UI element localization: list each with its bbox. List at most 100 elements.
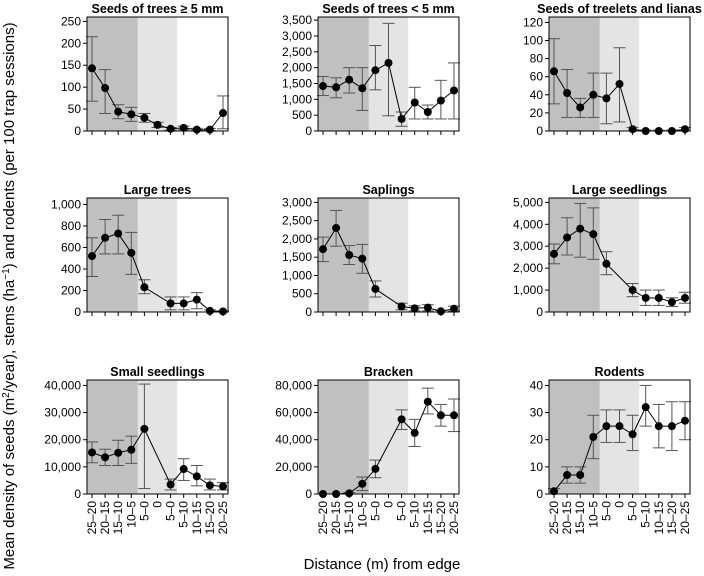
x-tick-label: 20–15: [329, 501, 343, 535]
y-tick-label: 20: [530, 433, 544, 447]
y-tick-label: 0: [305, 305, 312, 319]
y-tick-label: 2,500: [282, 214, 312, 228]
y-tick-label: 50: [68, 102, 82, 116]
data-point: [114, 107, 123, 116]
data-point: [628, 430, 637, 439]
x-tick-label: 5–0: [395, 501, 409, 521]
x-tick-label: 15–20: [434, 501, 448, 535]
y-tick-label: 40,000: [275, 433, 312, 447]
y-tick-label: 40: [530, 378, 544, 392]
panel-title: Large seedlings: [572, 183, 667, 197]
panel-7: Small seedlings 0 10,000 20,000 30,000 40,000: [44, 365, 229, 501]
data-point: [140, 113, 149, 122]
y-tick-label: 150: [61, 58, 81, 72]
y-tick-label: 1,000: [282, 268, 312, 282]
data-point: [205, 481, 214, 490]
x-tick-label: 20–15: [98, 501, 112, 535]
data-point: [88, 448, 96, 457]
x-tick-label: 5–10: [639, 501, 653, 528]
data-point: [423, 108, 432, 116]
data-point: [332, 83, 341, 92]
data-point: [166, 299, 175, 308]
x-tick-label: 25–20: [316, 501, 330, 535]
data-point: [654, 422, 663, 431]
data-point: [358, 479, 367, 488]
data-point: [576, 471, 585, 479]
x-tick-label: 20–25: [678, 501, 692, 535]
x-tick-label: 5–0: [599, 501, 613, 521]
data-point: [384, 58, 393, 67]
y-tick-label: 0: [305, 487, 312, 501]
x-tick-label: 5–0: [164, 501, 178, 521]
data-point: [358, 84, 367, 93]
x-tick-label: 15–10: [342, 501, 356, 535]
panel-title: Rodents: [595, 365, 645, 379]
x-tick-label: 5–0: [626, 501, 640, 521]
y-tick-label: 1,500: [282, 77, 312, 91]
data-point: [114, 229, 123, 238]
y-tick-label: 10: [530, 460, 544, 474]
data-point: [205, 125, 214, 134]
y-axis-label: Mean density of seeds (m2/year), stems (…: [1, 22, 18, 569]
data-point: [576, 224, 585, 233]
data-point: [550, 67, 558, 76]
data-point: [423, 303, 432, 312]
y-tick-label: 0: [74, 305, 81, 319]
series-line: [322, 226, 455, 312]
series-line: [91, 427, 224, 487]
x-tick-labels: 25–20 20–15 15–10 10–5 5–0 0 5–0 5–10 10–15 15–20…: [85, 501, 692, 535]
data-point: [140, 283, 149, 292]
data-point: [436, 411, 445, 420]
data-point: [450, 86, 458, 95]
zone-dark: [318, 380, 369, 494]
y-tick-label: 400: [61, 262, 81, 276]
data-point: [628, 286, 637, 295]
panel-frame: [548, 379, 691, 495]
x-tick-label: 10–5: [586, 501, 600, 528]
data-point: [681, 293, 689, 302]
panel-title: Seeds of trees ≥ 5 mm: [92, 2, 224, 16]
x-tick-label: 25–20: [547, 501, 561, 535]
series-line: [553, 228, 686, 303]
data-point: [127, 110, 136, 119]
data-point: [345, 251, 354, 259]
data-point: [114, 448, 123, 457]
series-line: [91, 232, 224, 312]
y-tick-label: 20,000: [44, 433, 81, 447]
y-tick-label: 100: [523, 34, 543, 48]
data-point: [550, 487, 558, 496]
panels: Seeds of trees ≥ 5 mm050100150200250Seed…: [44, 2, 702, 501]
data-point: [615, 422, 624, 431]
zone-light: [368, 380, 409, 494]
y-tick-label: 5,000: [513, 195, 543, 209]
y-tick-label: 1,000: [282, 92, 312, 106]
data-point: [602, 422, 611, 431]
y-tick-label: 0: [536, 305, 543, 319]
y-tick-label: 200: [61, 283, 81, 297]
panel-3: Seeds of treelets and lianas 0 20 40 60 80 100…: [523, 2, 702, 138]
x-tick-label: 15–10: [111, 501, 125, 535]
x-tick-label: 5–10: [408, 501, 422, 528]
x-tick-label: 10–5: [124, 501, 138, 528]
zone-dark: [549, 17, 600, 131]
data-point: [450, 304, 458, 313]
data-point: [397, 415, 406, 424]
panel-frame: [317, 379, 460, 495]
x-tick-label: 10–15: [190, 501, 204, 535]
panel-1: Seeds of trees ≥ 5 mm 0 50 100 150 200 250: [61, 2, 229, 138]
panel-title: Bracken: [364, 365, 413, 379]
data-point: [589, 433, 598, 441]
data-point: [589, 90, 598, 99]
y-tick-label: 20,000: [275, 460, 312, 474]
y-tick-label: 30,000: [44, 406, 81, 420]
y-tick-label: 80: [530, 52, 544, 66]
data-point: [371, 464, 380, 473]
x-tick-label: 10–5: [355, 501, 369, 528]
panel-frame: [86, 379, 229, 495]
data-point: [101, 233, 110, 242]
data-point: [140, 424, 149, 433]
data-point: [358, 254, 367, 263]
panel-title: Large trees: [124, 183, 191, 197]
x-tick-label: 10–15: [652, 501, 666, 535]
